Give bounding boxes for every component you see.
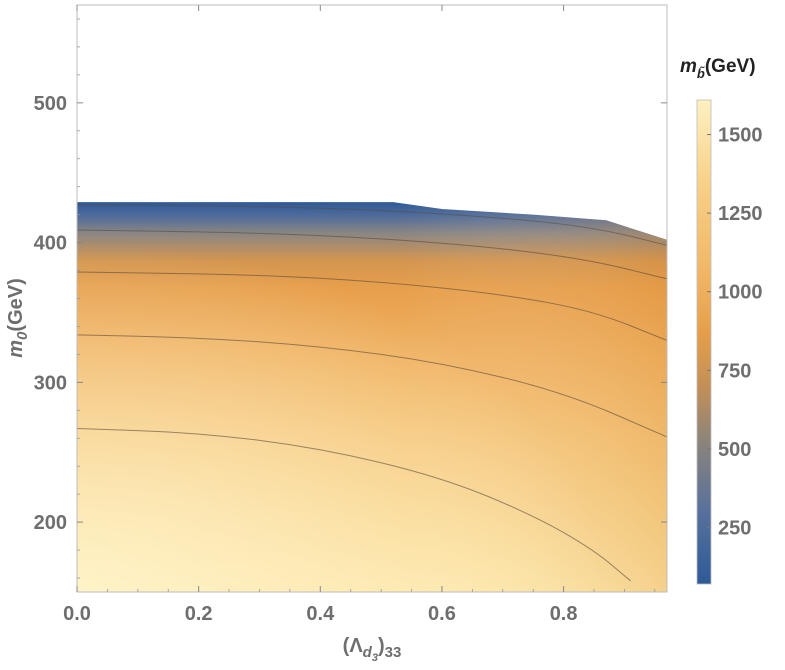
x-axis: 0.0 0.2 0.4 0.6 0.8 — [63, 5, 656, 625]
contour-line — [77, 204, 667, 246]
contour-line — [77, 229, 667, 280]
x-tick-label: 0.8 — [550, 603, 578, 625]
colorbar-ticks: 250 500 750 1000 1250 1500 — [707, 125, 763, 539]
colorbar-tick-label: 1000 — [718, 282, 763, 304]
x-axis-title: (Λd3)33 — [343, 635, 402, 664]
colorbar-tick-label: 750 — [718, 360, 751, 382]
colorbar: 250 500 750 1000 1250 1500 mb̃(GeV) — [680, 56, 763, 585]
colorbar-tick-label: 500 — [718, 439, 751, 461]
contour-lines — [77, 204, 667, 582]
contour-line — [77, 427, 631, 582]
x-tick-label: 0.4 — [306, 603, 335, 625]
contour-line — [77, 334, 667, 438]
contour-line — [77, 271, 667, 341]
y-tick-label: 300 — [34, 372, 67, 394]
y-tick-label: 500 — [34, 93, 67, 115]
x-tick-label: 0.2 — [185, 603, 213, 625]
plot-area — [77, 202, 667, 592]
y-axis: 200 300 400 500 — [34, 18, 667, 579]
y-axis-title: m0(GeV) — [5, 278, 31, 357]
y-tick-label: 400 — [34, 233, 67, 255]
colorbar-title: mb̃(GeV) — [680, 56, 756, 81]
colorbar-tick-label: 250 — [718, 517, 751, 539]
x-tick-label: 0.0 — [63, 603, 91, 625]
x-tick-label: 0.6 — [428, 603, 456, 625]
colorbar-tick-label: 1250 — [718, 203, 763, 225]
colorbar-gradient — [696, 99, 712, 585]
heatmap-highlight — [77, 202, 667, 592]
y-tick-label: 200 — [34, 512, 67, 534]
colorbar-tick-label: 1500 — [718, 125, 763, 147]
